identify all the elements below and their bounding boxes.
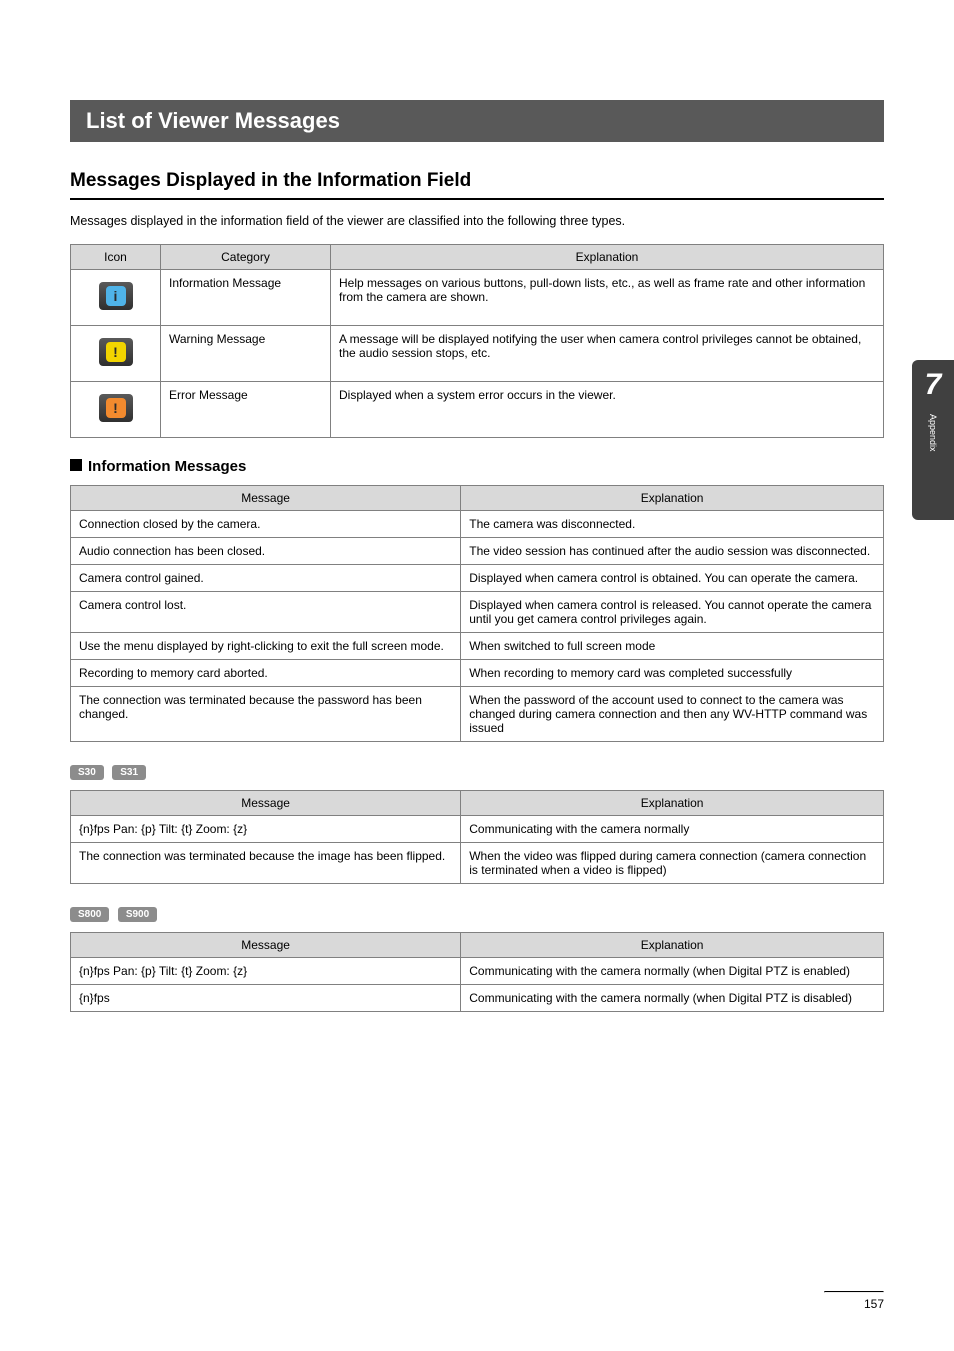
chapter-side-tab: 7 Appendix [912, 360, 954, 520]
message-cell: The connection was terminated because th… [71, 687, 461, 742]
message-cell: Camera control gained. [71, 565, 461, 592]
message-icon: ! [99, 394, 133, 422]
information-messages-table: Message Explanation Connection closed by… [70, 485, 884, 742]
badge-row-b: S800 S900 [70, 904, 884, 922]
badge-row-a: S30 S31 [70, 762, 884, 780]
icon-glyph: ! [106, 398, 126, 418]
table-row: Camera control lost.Displayed when camer… [71, 592, 884, 633]
explanation-cell: The video session has continued after th… [461, 538, 884, 565]
icon-glyph: i [106, 286, 126, 306]
main-heading: List of Viewer Messages [86, 108, 868, 134]
sub-heading-text: Information Messages [88, 458, 246, 475]
col-header-explanation: Explanation [461, 791, 884, 816]
message-cell: Recording to memory card aborted. [71, 660, 461, 687]
category-cell: Warning Message [161, 326, 331, 382]
explanation-cell: When the video was flipped during camera… [461, 843, 884, 884]
message-cell: Connection closed by the camera. [71, 511, 461, 538]
model-badge: S31 [112, 765, 146, 780]
table-row: Connection closed by the camera.The came… [71, 511, 884, 538]
icon-cell: i [71, 270, 161, 326]
table-row: Use the menu displayed by right-clicking… [71, 633, 884, 660]
explanation-cell: Communicating with the camera normally [461, 816, 884, 843]
page-rule [824, 1291, 884, 1293]
message-cell: {n}fps Pan: {p} Tilt: {t} Zoom: {z} [71, 816, 461, 843]
table-row: {n}fps Pan: {p} Tilt: {t} Zoom: {z}Commu… [71, 958, 884, 985]
message-cell: Use the menu displayed by right-clicking… [71, 633, 461, 660]
table-row: ! Error MessageDisplayed when a system er… [71, 382, 884, 438]
section-rule [70, 198, 884, 200]
col-header-message: Message [71, 486, 461, 511]
table-row: {n}fpsCommunicating with the camera norm… [71, 985, 884, 1012]
chapter-number: 7 [925, 368, 942, 402]
table-row: Audio connection has been closed.The vid… [71, 538, 884, 565]
explanation-cell: Help messages on various buttons, pull-d… [331, 270, 884, 326]
icon-cell: ! [71, 326, 161, 382]
page-number: 157 [864, 1297, 884, 1311]
table-row: Message Explanation [71, 933, 884, 958]
table-row: Camera control gained.Displayed when cam… [71, 565, 884, 592]
explanation-cell: The camera was disconnected. [461, 511, 884, 538]
message-icon: i [99, 282, 133, 310]
intro-text: Messages displayed in the information fi… [70, 214, 884, 228]
table-row: {n}fps Pan: {p} Tilt: {t} Zoom: {z}Commu… [71, 816, 884, 843]
icon-category-table: Icon Category Explanation i Information M… [70, 244, 884, 438]
explanation-cell: Communicating with the camera normally (… [461, 985, 884, 1012]
explanation-cell: Displayed when camera control is obtaine… [461, 565, 884, 592]
explanation-cell: When the password of the account used to… [461, 687, 884, 742]
model-badge: S800 [70, 907, 109, 922]
category-cell: Information Message [161, 270, 331, 326]
sub-heading: Information Messages [70, 458, 884, 475]
table-row: Message Explanation [71, 486, 884, 511]
table-row: Icon Category Explanation [71, 245, 884, 270]
explanation-cell: Communicating with the camera normally (… [461, 958, 884, 985]
s30-s31-table: Message Explanation {n}fps Pan: {p} Tilt… [70, 790, 884, 884]
chapter-label: Appendix [928, 414, 938, 452]
table-row: ! Warning MessageA message will be displa… [71, 326, 884, 382]
icon-glyph: ! [106, 342, 126, 362]
col-header-explanation: Explanation [331, 245, 884, 270]
explanation-cell: When recording to memory card was comple… [461, 660, 884, 687]
main-heading-bar: List of Viewer Messages [70, 100, 884, 142]
col-header-icon: Icon [71, 245, 161, 270]
col-header-message: Message [71, 791, 461, 816]
icon-cell: ! [71, 382, 161, 438]
explanation-cell: Displayed when camera control is release… [461, 592, 884, 633]
table-row: The connection was terminated because th… [71, 843, 884, 884]
message-cell: The connection was terminated because th… [71, 843, 461, 884]
message-cell: {n}fps Pan: {p} Tilt: {t} Zoom: {z} [71, 958, 461, 985]
table-row: i Information MessageHelp messages on var… [71, 270, 884, 326]
table-row: Recording to memory card aborted.When re… [71, 660, 884, 687]
message-cell: Audio connection has been closed. [71, 538, 461, 565]
s800-s900-table: Message Explanation {n}fps Pan: {p} Tilt… [70, 932, 884, 1012]
table-row: Message Explanation [71, 791, 884, 816]
model-badge: S900 [118, 907, 157, 922]
square-bullet-icon [70, 459, 82, 471]
table-row: The connection was terminated because th… [71, 687, 884, 742]
message-cell: {n}fps [71, 985, 461, 1012]
explanation-cell: A message will be displayed notifying th… [331, 326, 884, 382]
col-header-explanation: Explanation [461, 933, 884, 958]
col-header-explanation: Explanation [461, 486, 884, 511]
message-cell: Camera control lost. [71, 592, 461, 633]
explanation-cell: Displayed when a system error occurs in … [331, 382, 884, 438]
section-heading: Messages Displayed in the Information Fi… [70, 170, 884, 192]
explanation-cell: When switched to full screen mode [461, 633, 884, 660]
model-badge: S30 [70, 765, 104, 780]
category-cell: Error Message [161, 382, 331, 438]
message-icon: ! [99, 338, 133, 366]
col-header-message: Message [71, 933, 461, 958]
col-header-category: Category [161, 245, 331, 270]
